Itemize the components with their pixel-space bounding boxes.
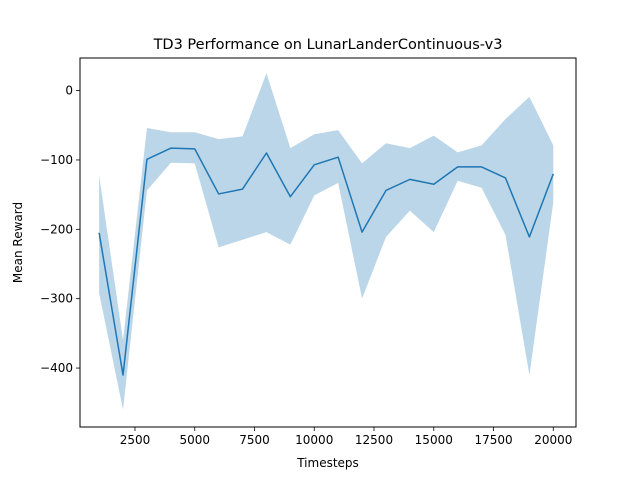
x-tick-label: 17500 (474, 433, 512, 447)
axes-frame (79, 57, 577, 428)
x-tick-label: 5000 (179, 433, 210, 447)
x-tick-label: 20000 (534, 433, 572, 447)
x-axis: 2500 5000 7500 10000 12500 15000 17500 20000 (120, 427, 572, 447)
plot-area (98, 73, 554, 410)
chart-title: TD3 Performance on LunarLanderContinuous… (153, 37, 503, 53)
x-tick-label: 10000 (295, 433, 333, 447)
y-axis-label: Mean Reward (11, 202, 25, 283)
x-tick-label: 15000 (415, 433, 453, 447)
y-tick-label: −400 (40, 361, 73, 375)
x-axis-label: Timesteps (296, 456, 359, 470)
y-tick-label: −300 (40, 292, 73, 306)
y-axis: 0 −100 −200 −300 −400 (40, 84, 80, 375)
y-tick-label: 0 (65, 84, 73, 98)
series-0-line (98, 147, 554, 376)
y-tick-label: −200 (40, 222, 73, 236)
x-tick-label: 7500 (239, 433, 270, 447)
x-tick-label: 12500 (355, 433, 393, 447)
y-tick-label: −100 (40, 153, 73, 167)
x-tick-label: 2500 (120, 433, 151, 447)
series-0-band (99, 73, 554, 410)
